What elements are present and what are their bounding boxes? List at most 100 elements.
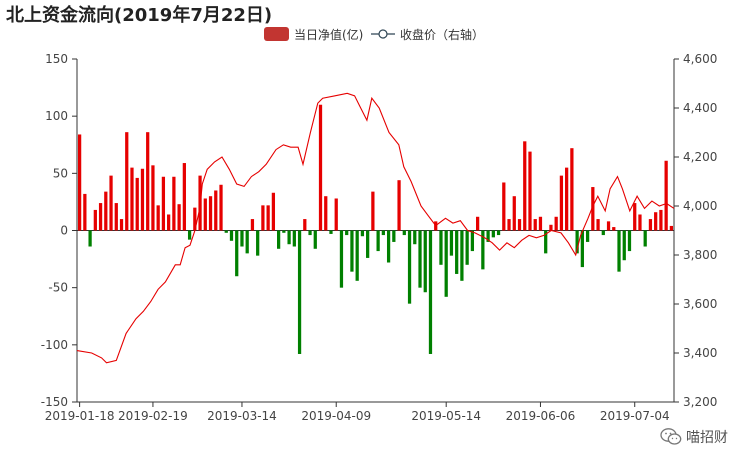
- bar: [559, 175, 564, 231]
- bar: [151, 165, 155, 231]
- bar: [407, 230, 412, 304]
- bar: [439, 230, 443, 265]
- x-tick-label: 2019-04-09: [301, 409, 371, 423]
- x-tick-label: 2019-02-19: [118, 409, 188, 423]
- bar: [303, 219, 307, 231]
- bar: [544, 230, 548, 254]
- x-tick-label: 2019-03-14: [207, 409, 277, 423]
- watermark-text: 喵招财: [686, 430, 728, 446]
- bar: [386, 230, 391, 263]
- bar: [292, 230, 296, 247]
- bar: [235, 230, 239, 277]
- bar: [324, 196, 328, 231]
- bar: [580, 230, 584, 268]
- bar: [350, 230, 354, 272]
- bar: [612, 227, 616, 231]
- bar: [449, 230, 454, 256]
- bar: [549, 224, 553, 231]
- bar: [355, 230, 359, 281]
- y-right-tick-label: 4,400: [683, 101, 717, 115]
- x-tick-label: 2019-05-14: [411, 409, 481, 423]
- bar: [570, 148, 574, 231]
- x-tick-label: 2019-01-18: [45, 409, 115, 423]
- bar: [250, 219, 255, 231]
- bar: [360, 230, 365, 237]
- bar: [381, 230, 385, 236]
- bar: [460, 230, 464, 281]
- bar: [229, 230, 234, 241]
- y-left-tick-label: -50: [48, 281, 68, 295]
- y-right-tick-label: 4,600: [683, 52, 717, 66]
- bar: [182, 163, 186, 231]
- bar: [187, 230, 192, 240]
- bar: [643, 230, 647, 247]
- bar: [517, 219, 522, 231]
- bar: [224, 230, 228, 233]
- bar: [88, 230, 92, 247]
- bar: [77, 134, 82, 231]
- bar: [271, 192, 276, 231]
- bar: [596, 219, 600, 231]
- legend-label[interactable]: 收盘价（右轴）: [400, 27, 484, 42]
- bar: [203, 198, 207, 231]
- bar: [512, 196, 516, 231]
- bar: [486, 230, 490, 242]
- bar: [465, 230, 469, 265]
- bar: [648, 219, 653, 231]
- bar: [601, 230, 605, 236]
- bar: [533, 219, 537, 231]
- bar: [282, 230, 286, 233]
- bar: [146, 132, 150, 231]
- bar: [606, 221, 611, 231]
- bar: [109, 175, 113, 231]
- bar: [104, 191, 108, 231]
- bar: [428, 230, 433, 354]
- bar: [638, 214, 642, 231]
- bar: [585, 230, 590, 242]
- bar: [313, 230, 317, 249]
- bar: [659, 209, 663, 231]
- bar: [297, 230, 302, 354]
- bar: [345, 230, 349, 236]
- bar: [444, 230, 448, 297]
- bar: [193, 207, 197, 231]
- bar: [491, 230, 495, 238]
- bar: [334, 198, 338, 231]
- bar: [502, 182, 506, 231]
- bar: [418, 230, 422, 288]
- bar: [366, 230, 370, 258]
- bar: [219, 184, 223, 231]
- y-right-tick-label: 3,600: [683, 297, 717, 311]
- bar: [167, 214, 171, 231]
- bar: [125, 132, 129, 231]
- bar: [669, 225, 674, 231]
- bar: [565, 167, 569, 231]
- bar: [476, 216, 480, 231]
- y-left-tick-label: -150: [41, 395, 68, 409]
- y-right-tick-label: 3,400: [683, 346, 717, 360]
- y-left-tick-label: 50: [53, 166, 68, 180]
- y-right-tick-label: 4,200: [683, 150, 717, 164]
- bar-legend-icon[interactable]: [264, 27, 289, 41]
- bar: [554, 216, 558, 231]
- bar: [507, 219, 511, 231]
- y-right-tick-label: 4,000: [683, 199, 717, 213]
- bar: [287, 230, 291, 245]
- bar: [481, 230, 485, 270]
- bar: [135, 177, 139, 231]
- bar: [130, 167, 134, 231]
- bar: [371, 191, 375, 231]
- bar: [528, 151, 532, 231]
- bar: [617, 230, 621, 272]
- bar: [413, 230, 417, 245]
- y-left-tick-label: -100: [41, 338, 68, 352]
- bar: [161, 176, 166, 231]
- bar: [575, 230, 579, 254]
- bar: [156, 205, 160, 231]
- bar: [172, 176, 176, 231]
- legend-label[interactable]: 当日净值(亿): [294, 27, 363, 42]
- bar: [214, 190, 218, 231]
- bar: [591, 187, 595, 231]
- bar: [455, 230, 459, 274]
- bar: [240, 230, 244, 247]
